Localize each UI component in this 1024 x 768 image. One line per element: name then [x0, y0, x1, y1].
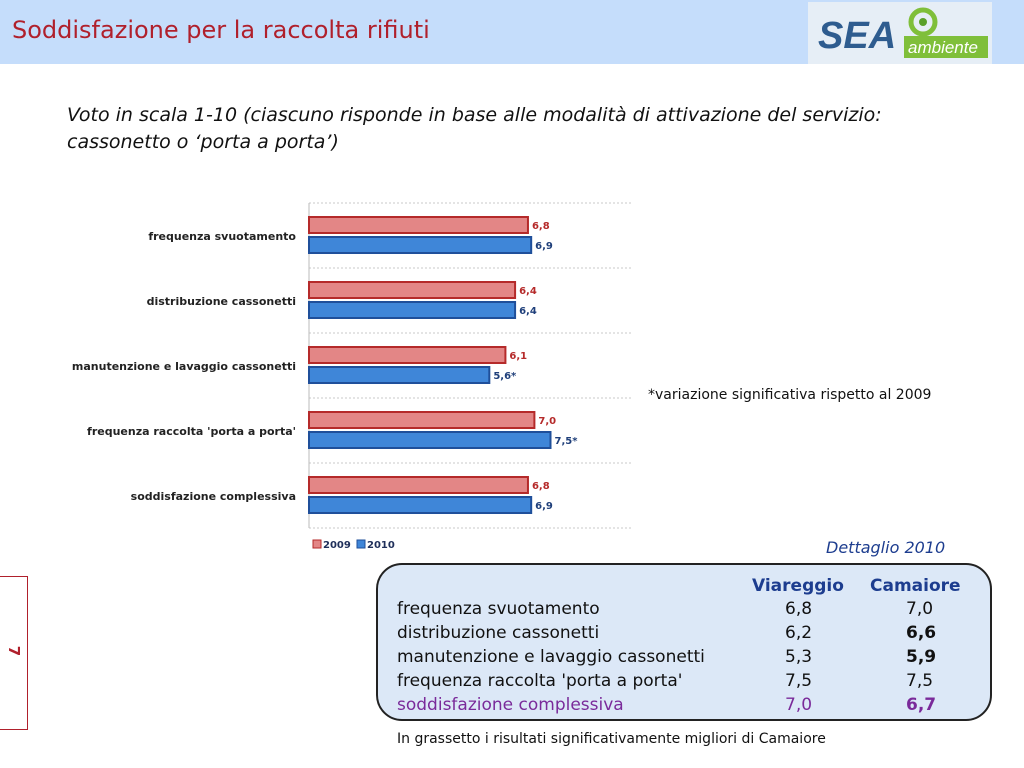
- bar-2010: [308, 366, 491, 384]
- camaiore-value: 6,6: [906, 623, 937, 643]
- logo-swirl-center: [919, 18, 927, 26]
- legend-swatch-2009: [312, 539, 322, 549]
- legend-label-2009: 2009: [323, 540, 351, 551]
- data-label-2010: 6,4: [519, 306, 537, 317]
- row-label: frequenza svuotamento: [397, 599, 600, 619]
- detail-table: Viareggio Camaiore frequenza svuotamento 6,…: [376, 563, 992, 721]
- legend-swatch-2010: [356, 539, 366, 549]
- camaiore-value: 7,0: [906, 599, 934, 619]
- category-label: manutenzione e lavaggio cassonetti: [72, 360, 296, 373]
- footnote: In grassetto i risultati significativame…: [397, 731, 826, 747]
- data-label-2010: 5,6*: [493, 371, 517, 382]
- column-header-camaiore: Camaiore: [870, 576, 961, 596]
- viareggio-value: 7,0: [785, 695, 813, 715]
- bar-2009: [308, 216, 529, 234]
- camaiore-value: 6,7: [906, 695, 937, 715]
- data-label-2009: 6,4: [519, 286, 537, 297]
- logo-sea-text: SEA: [818, 15, 896, 57]
- header-bar: Soddisfazione per la raccolta rifiuti SE…: [0, 0, 1024, 64]
- bar-2010: [308, 431, 552, 449]
- bar-2010: [308, 496, 533, 514]
- bar-2010: [308, 301, 517, 319]
- viareggio-value: 6,2: [785, 623, 813, 643]
- viareggio-value: 5,3: [785, 647, 813, 667]
- significance-note: *variazione significativa rispetto al 20…: [648, 387, 932, 403]
- row-label: frequenza raccolta 'porta a porta': [397, 671, 683, 691]
- data-label-2009: 6,8: [532, 481, 550, 492]
- logo-ambiente-band: [904, 36, 988, 58]
- column-header-viareggio: Viareggio: [752, 576, 844, 596]
- bar-2010: [308, 236, 533, 254]
- data-label-2009: 7,0: [538, 416, 556, 427]
- bar-2009: [308, 411, 536, 429]
- data-label-2010: 6,9: [535, 501, 553, 512]
- camaiore-value: 5,9: [906, 647, 937, 667]
- bar-2009: [308, 346, 507, 364]
- row-label: soddisfazione complessiva: [397, 695, 624, 715]
- page-title: Soddisfazione per la raccolta rifiuti: [12, 16, 430, 44]
- row-label: distribuzione cassonetti: [397, 623, 600, 643]
- bar-2009: [308, 281, 517, 299]
- data-label-2010: 6,9: [535, 241, 553, 252]
- category-label: distribuzione cassonetti: [147, 295, 296, 308]
- category-label: frequenza raccolta 'porta a porta': [87, 425, 296, 438]
- viareggio-value: 6,8: [785, 599, 813, 619]
- page-tab: [0, 576, 28, 730]
- logo-ambiente-text: ambiente: [908, 38, 978, 57]
- row-label: manutenzione e lavaggio cassonetti: [397, 647, 705, 667]
- category-label: soddisfazione complessiva: [131, 490, 296, 503]
- logo-graphic: SEA ambiente: [818, 7, 988, 58]
- detail-caption: Dettaglio 2010: [826, 538, 946, 557]
- legend-label-2010: 2010: [367, 540, 395, 551]
- data-label-2010: 7,5*: [555, 436, 579, 447]
- logo-swirl-icon: [908, 7, 938, 37]
- bar-2009: [308, 476, 529, 494]
- viareggio-value: 7,5: [785, 671, 813, 691]
- page-number: 7: [5, 645, 23, 657]
- data-label-2009: 6,8: [532, 221, 550, 232]
- category-label: frequenza svuotamento: [148, 230, 296, 243]
- chart-description: Voto in scala 1-10 (ciascuno risponde in…: [67, 104, 882, 153]
- data-label-2009: 6,1: [509, 351, 527, 362]
- sea-ambiente-logo: SEA ambiente: [808, 2, 992, 64]
- camaiore-value: 7,5: [906, 671, 934, 691]
